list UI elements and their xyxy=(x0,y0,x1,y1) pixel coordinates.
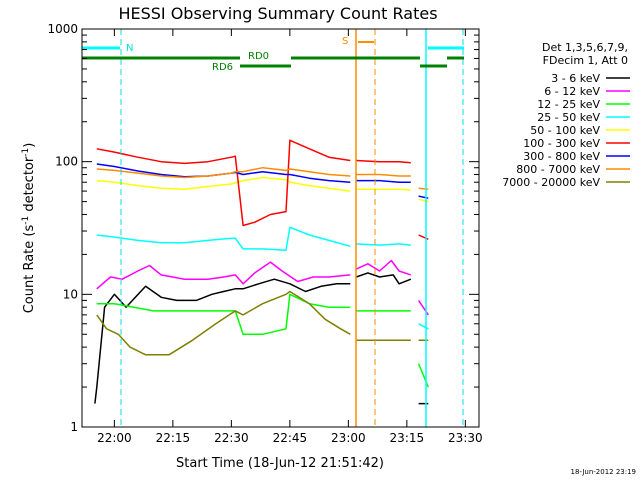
saa-flag-label: S xyxy=(342,36,348,47)
x-axis-label: Start Time (18-Jun-12 21:51:42) xyxy=(176,456,384,471)
legend-header-line-2: FDecim 1, Att 0 xyxy=(543,54,628,67)
y-tick-label-1000: 1000 xyxy=(47,22,78,36)
chart-title: HESSI Observing Summary Count Rates xyxy=(118,4,437,23)
legend-label-300-800-kev: 300 - 800 keV xyxy=(523,150,600,163)
x-tick-label-2230: 22:30 xyxy=(214,431,249,445)
y-axis-label-main: Count Rate (s xyxy=(22,225,37,314)
series-25-50-kev xyxy=(96,226,429,330)
y-tick-label-1: 1 xyxy=(70,420,78,434)
y-tick-label-10: 10 xyxy=(63,287,78,301)
legend: Det 1,3,5,6,7,9, FDecim 1, Att 0 3 - 6 k… xyxy=(502,41,630,189)
legend-label-6-12-kev: 6 - 12 keV xyxy=(544,85,600,98)
legend-label-7000-20000-kev: 7000 - 20000 keV xyxy=(502,176,600,189)
y-axis-label-group: Count Rate (s-1 detector-1) xyxy=(21,143,37,314)
y-axis-label-exp2: -1 xyxy=(21,148,31,157)
y-tick-label-100: 100 xyxy=(55,155,78,169)
x-tick-label-2300: 23:00 xyxy=(331,431,366,445)
night-flag-label: N xyxy=(126,43,133,54)
series-7000-20000-kev xyxy=(96,290,429,356)
legend-label-25-50-kev: 25 - 50 keV xyxy=(537,111,600,124)
mode-flags: N S RD0 RD6 xyxy=(82,29,464,427)
timestamp: 18-Jun-2012 23:19 xyxy=(571,468,637,476)
y-axis-label-end: ) xyxy=(22,143,37,148)
plot-frame xyxy=(81,28,480,428)
y-axis-label-mid: detector xyxy=(22,156,37,216)
x-tick-label-2200: 22:00 xyxy=(97,431,132,445)
series-3-6-kev xyxy=(94,272,429,405)
series-300-800-kev xyxy=(96,163,429,199)
y-axis-label-exp1: -1 xyxy=(21,216,31,225)
legend-label-12-25-kev: 12 - 25 keV xyxy=(537,98,600,111)
plot-area xyxy=(94,139,429,405)
x-tick-label-2215: 22:15 xyxy=(156,431,191,445)
legend-label-3-6-kev: 3 - 6 keV xyxy=(551,72,600,85)
legend-header-line-1: Det 1,3,5,6,7,9, xyxy=(542,41,628,54)
legend-label-100-300-kev: 100 - 300 keV xyxy=(523,137,600,150)
legend-label-50-100-kev: 50 - 100 keV xyxy=(530,124,600,137)
rd0-flag-label: RD0 xyxy=(248,51,269,62)
x-tick-label-2330: 23:30 xyxy=(448,431,483,445)
x-tick-label-2245: 22:45 xyxy=(273,431,308,445)
rd6-flag-label: RD6 xyxy=(212,62,233,73)
y-axis-label: Count Rate (s-1 detector-1) xyxy=(21,143,37,314)
x-tick-label-2315: 23:15 xyxy=(390,431,425,445)
axis-ticks: 22:00 22:15 22:30 22:45 23:00 23:15 23:30 1 10 10… xyxy=(47,22,482,445)
legend-label-800-7000-kev: 800 - 7000 keV xyxy=(516,163,600,176)
x-axis-label-group: Start Time (18-Jun-12 21:51:42) xyxy=(176,456,384,471)
